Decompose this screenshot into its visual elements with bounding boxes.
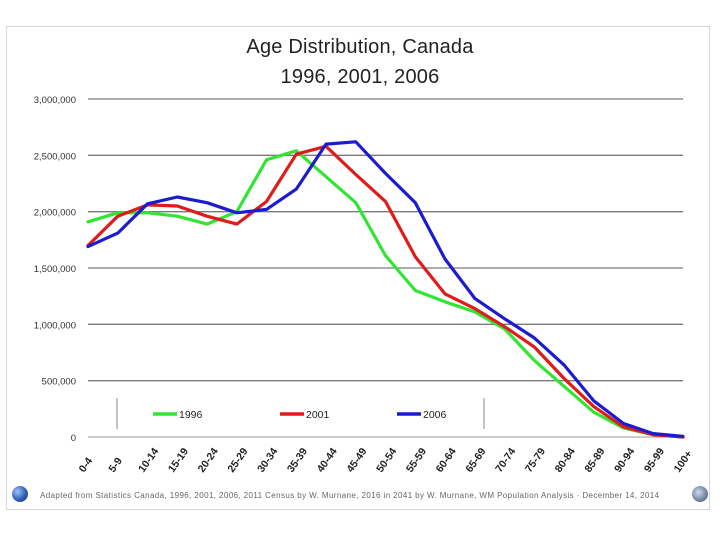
x-tick-label: 95-99: [642, 446, 667, 475]
x-tick-label: 5-9: [106, 455, 125, 474]
chart-frame: [6, 26, 710, 510]
x-tick-label: 80-84: [553, 446, 578, 475]
x-tick-label: 60-64: [434, 446, 459, 475]
x-tick-label: 85-89: [582, 446, 607, 475]
legend-label-1996: 1996: [179, 409, 203, 421]
x-tick-label: 10-14: [136, 446, 161, 475]
series-line-2001: [86, 144, 685, 439]
x-tick-label: 75-79: [523, 446, 548, 475]
chart-subtitle: 1996, 2001, 2006: [280, 66, 440, 88]
x-tick-label: 15-19: [166, 446, 191, 475]
legend-label-2001: 2001: [306, 409, 330, 421]
logo-icon: [692, 486, 708, 502]
x-tick-label: 45-49: [344, 446, 369, 475]
x-tick-label: 90-94: [612, 446, 637, 475]
x-tick-label: 30-34: [255, 446, 280, 475]
y-tick-label: 500,000: [42, 377, 76, 388]
y-tick-label: 1,000,000: [34, 320, 76, 331]
x-tick-label: 100+: [672, 448, 695, 474]
x-tick-label: 50-54: [374, 446, 399, 475]
series-line-1996: [86, 149, 685, 439]
source-footer: Adapted from Statistics Canada, 1996, 20…: [40, 491, 660, 500]
x-tick-label: 20-24: [196, 446, 221, 475]
x-tick-label: 0-4: [77, 455, 96, 474]
x-tick-label: 40-44: [315, 446, 340, 475]
legend-label-2006: 2006: [423, 409, 447, 421]
y-tick-label: 0: [71, 433, 76, 444]
x-tick-label: 25-29: [225, 446, 250, 475]
x-tick-label: 55-59: [404, 446, 429, 475]
x-tick-label: 35-39: [285, 446, 310, 475]
series-line-2006: [86, 140, 685, 438]
y-tick-label: 1,500,000: [34, 264, 76, 275]
y-tick-label: 2,000,000: [34, 208, 76, 219]
x-tick-label: 65-69: [463, 446, 488, 475]
y-tick-label: 2,500,000: [34, 151, 76, 162]
chart-title: Age Distribution, Canada: [246, 36, 474, 58]
y-tick-label: 3,000,000: [34, 95, 76, 106]
x-tick-label: 70-74: [493, 446, 518, 475]
globe-icon: [12, 486, 28, 502]
